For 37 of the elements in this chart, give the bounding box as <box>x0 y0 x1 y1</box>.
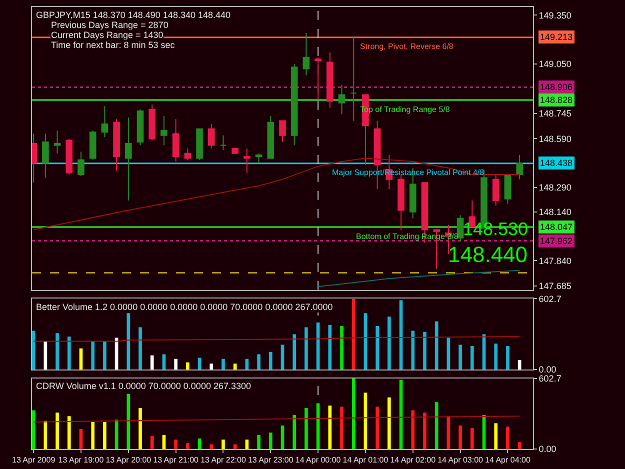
x-tick-label: 13 Apr 20:00 <box>106 456 152 465</box>
x-tick-label: 13 Apr 22:00 <box>200 456 246 465</box>
annotation: Time for next bar: 8 min 53 sec <box>51 40 176 50</box>
y-tick-label: 602.7 <box>538 294 562 304</box>
y-tick-label: 0.00 <box>538 444 556 454</box>
x-tick-label: 13 Apr 23:00 <box>248 456 294 465</box>
chart-title: CDRW Volume v1.1 0.0000 70.0000 0.0000 267.3300 <box>36 381 251 391</box>
y-tick-label: 149.350 <box>538 10 572 20</box>
y-tick-label: 148.590 <box>538 134 572 144</box>
y-tick-label: 147.685 <box>538 280 572 291</box>
ref-line-label: 148.438 <box>540 158 573 168</box>
x-tick-label: 13 Apr 2009 <box>12 456 56 465</box>
x-tick-label: 14 Apr 02:00 <box>390 456 436 465</box>
y-tick-label: 148.745 <box>538 108 572 119</box>
x-tick-label: 13 Apr 19:00 <box>58 456 104 465</box>
y-tick-label: 148.290 <box>538 182 572 193</box>
y-tick-label: 602.7 <box>538 373 562 384</box>
annotation: Strong, Pivot, Reverse 6/8 <box>360 42 454 51</box>
x-tick-label: 13 Apr 21:00 <box>153 456 200 465</box>
chart-title: GBPJPY,M15 148.370 148.490 148.340 148.440 <box>36 10 230 20</box>
annotation: 148.440 <box>448 242 528 267</box>
x-tick-label: 14 Apr 04:00 <box>485 456 531 465</box>
y-tick-label: 0.00 <box>538 364 556 375</box>
ref-line-label: 147.962 <box>540 236 573 246</box>
x-tick-label: 14 Apr 03:00 <box>438 456 484 465</box>
annotation: Current Days Range = 1430 <box>51 30 164 40</box>
annotation: Previous Days Range = 2870 <box>51 20 168 30</box>
ref-line-label: 148.906 <box>540 82 573 92</box>
ref-line-label: 149.213 <box>540 32 573 42</box>
ref-line-label: 148.828 <box>540 95 573 105</box>
y-tick-label: 147.840 <box>538 256 572 266</box>
y-tick-label: 148.140 <box>538 206 572 217</box>
x-tick-label: 14 Apr 00:00 <box>295 456 342 465</box>
x-tick-label: 14 Apr 01:00 <box>342 456 389 465</box>
ref-line-label: 148.047 <box>540 222 573 232</box>
y-tick-label: 149.050 <box>538 59 572 70</box>
chart-title: Better Volume 1.2 0.0000 0.0000 0.0000 0.0000 70.0000 0.0000 267.0000 <box>36 302 333 312</box>
